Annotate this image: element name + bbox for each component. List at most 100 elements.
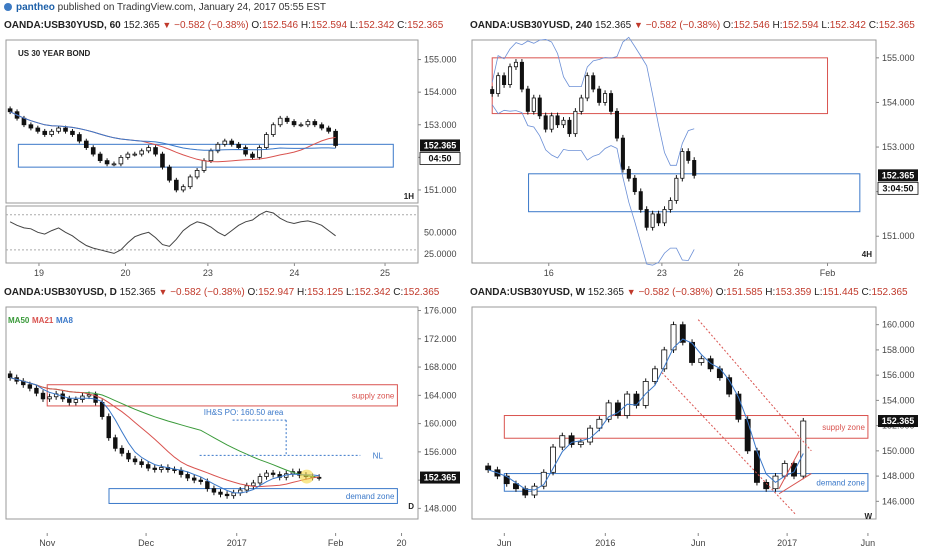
candle: [77, 134, 82, 142]
x-tick-label: Feb: [820, 268, 836, 278]
candle: [187, 176, 193, 188]
chart-daily[interactable]: 176.000 172.000 168.000 164.000 160.000 156.0…: [0, 301, 463, 550]
open-value: 152.947: [258, 287, 295, 298]
candle: [153, 147, 158, 155]
candle: [215, 143, 221, 152]
candle: [698, 358, 705, 363]
candle: [104, 160, 110, 165]
y-tick-label: 164.000: [424, 390, 457, 400]
last-price-box: [878, 169, 918, 182]
candle: [132, 153, 138, 156]
chart-weekly[interactable]: 160.000158.000156.000154.000152.000150.0…: [466, 301, 932, 550]
x-tick-label: Jun: [691, 538, 706, 548]
candle: [485, 465, 492, 471]
y-tick-label: 160.000: [882, 320, 915, 330]
high-value: 152.594: [310, 20, 348, 31]
rsi-tick-label: 50.0000: [424, 227, 457, 237]
candle: [73, 399, 79, 403]
candle: [550, 446, 556, 473]
candle: [257, 147, 262, 158]
candle: [585, 75, 590, 99]
bollinger-upper-band: [491, 36, 695, 166]
candle: [49, 130, 54, 135]
candle: [561, 119, 566, 126]
x-tick-label: 26: [734, 268, 744, 278]
low-value: 152.342: [354, 287, 391, 298]
ma-blue-line: [9, 111, 336, 151]
candle: [519, 61, 524, 90]
x-tick-label: Jun: [497, 538, 512, 548]
neckline-label: NL: [373, 451, 384, 460]
zone-label: demand zone: [816, 478, 865, 487]
timeframe-label: 4H: [862, 250, 872, 259]
ma-legend-label: MA8: [56, 316, 73, 325]
last-price-box: [878, 415, 918, 428]
chart-panel-4h[interactable]: OANDA:USB30YUSD, 240 152.365 ▼ −0.582 (−…: [466, 17, 932, 281]
candle: [99, 402, 105, 417]
y-tick-label: 154.000: [424, 87, 457, 97]
candle: [573, 110, 578, 135]
candle: [531, 485, 538, 496]
countdown-box: [419, 152, 461, 165]
candle: [597, 88, 602, 103]
last-price: 152.365: [123, 20, 160, 31]
bollinger-lower-band: [491, 104, 695, 266]
publish-info: published on TradingView.com, January 24…: [57, 2, 326, 13]
candle: [236, 143, 241, 148]
close-value: 152.365: [403, 287, 440, 298]
last-price-label: 152.365: [882, 170, 915, 180]
candle: [513, 483, 519, 490]
countdown-label: 3:04:50: [882, 183, 913, 193]
candle: [83, 140, 89, 148]
candle: [277, 117, 283, 126]
candle: [668, 200, 673, 210]
candle: [21, 117, 27, 126]
candle: [132, 458, 138, 463]
candle: [633, 393, 640, 406]
price-change: −0.582 (−0.38%): [645, 20, 721, 31]
candle: [496, 75, 501, 94]
last-price: 152.365: [595, 20, 632, 31]
candle: [42, 130, 48, 135]
candle: [118, 156, 124, 165]
candle: [159, 467, 164, 470]
low-value: 152.342: [358, 20, 395, 31]
candle: [160, 153, 165, 168]
candle: [7, 373, 13, 379]
chart-panel-weekly[interactable]: OANDA:USB30YUSD, W 152.365 ▼ −0.582 (−0.…: [466, 284, 932, 550]
author-name[interactable]: pantheo: [16, 2, 55, 13]
y-tick-label: 176.000: [424, 306, 457, 316]
candle: [222, 140, 228, 145]
zone-label: supply zone: [822, 423, 865, 432]
high-value: 152.594: [782, 20, 819, 31]
candle: [34, 387, 39, 394]
y-tick-label: 172.000: [424, 334, 457, 344]
y-tick-label: 158.000: [882, 345, 915, 355]
chart-panel-daily[interactable]: OANDA:USB30YUSD, D 152.365 ▼ −0.582 (−0.…: [0, 284, 463, 550]
y-tick-label: 153.000: [424, 120, 457, 130]
candle: [791, 463, 797, 477]
last-price: 152.365: [587, 287, 624, 298]
chart-4h[interactable]: 155.000154.000153.000152.000151.00016232…: [466, 34, 932, 281]
candle: [689, 341, 696, 363]
candle: [251, 482, 256, 487]
y-tick-label: 156.000: [882, 370, 915, 380]
header-bar: pantheo published on TradingView.com, Ja…: [0, 0, 932, 16]
symbol: OANDA:USB30YUSD, 240: [470, 20, 593, 31]
candle: [264, 134, 269, 148]
chart-1h[interactable]: 155.000154.000153.000152.000151.00019202…: [0, 34, 463, 281]
candle: [111, 163, 117, 166]
y-tick-label: 151.000: [882, 231, 915, 241]
candle: [670, 324, 677, 351]
x-tick-label: 25: [380, 268, 390, 278]
x-tick-label: 16: [544, 268, 554, 278]
ma-legend-label: MA50: [8, 316, 30, 325]
candle: [644, 209, 649, 228]
candle: [525, 88, 530, 112]
candle: [537, 97, 542, 117]
candle: [490, 89, 495, 94]
x-tick-label: 2017: [777, 538, 797, 548]
chart-panel-1h[interactable]: OANDA:USB30YUSD, 60 152.365 ▼ −0.582 (−0…: [0, 17, 463, 281]
candle: [194, 169, 200, 178]
ma-legend-label: MA21: [32, 316, 54, 325]
